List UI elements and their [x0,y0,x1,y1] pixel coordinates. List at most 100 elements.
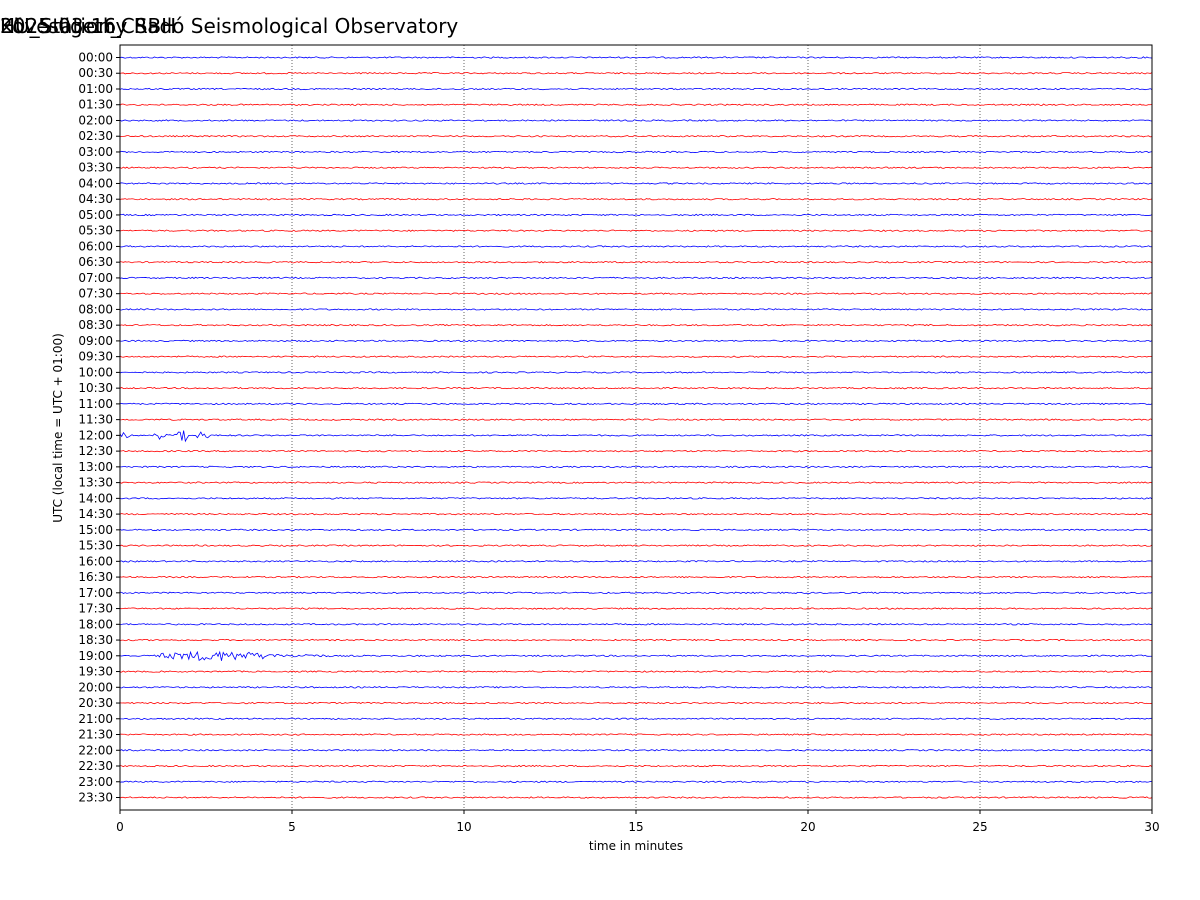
y-tick-label: 20:00 [78,680,113,694]
y-tick-label: 05:30 [78,224,113,238]
trace-1130 [119,418,1153,421]
trace-2100 [119,717,1153,720]
observatory-title: Kövesligethy Radó Seismological Observat… [0,14,459,38]
trace-1900 [119,650,1153,661]
y-tick-label: 13:00 [78,460,113,474]
trace-1100 [119,402,1153,406]
trace-1530 [119,544,1153,547]
trace-1700 [119,591,1153,595]
trace-2030 [119,701,1153,705]
trace-1500 [119,528,1153,532]
trace-2300 [119,780,1153,783]
y-tick-label: 18:00 [78,617,113,631]
trace-0900 [119,339,1153,343]
y-tick-label: 22:00 [78,743,113,757]
trace-2330 [119,796,1153,799]
trace-0030 [119,72,1153,75]
x-axis-label: time in minutes [589,839,683,853]
y-axis-label: UTC (local time = UTC + 01:00) [51,333,65,523]
y-tick-label: 16:30 [78,570,113,584]
trace-0530 [119,229,1153,232]
y-tick-label: 05:00 [78,208,113,222]
station-label: HU_Station_CSBH [0,14,177,38]
trace-0400 [119,182,1153,185]
y-tick-label: 14:30 [78,507,113,521]
y-tick-label: 03:00 [78,145,113,159]
y-tick-label: 07:30 [78,287,113,301]
trace-0200 [119,119,1153,122]
trace-1430 [119,512,1153,516]
y-tick-label: 13:30 [78,476,113,490]
y-tick-label: 04:30 [78,192,113,206]
x-axis-ticks: 0 5 10 15 20 25 30 [116,810,1160,834]
y-tick-label: 22:30 [78,759,113,773]
trace-1630 [119,575,1153,579]
y-tick-label: 15:00 [78,523,113,537]
x-tick-label: 0 [116,820,124,834]
trace-0630 [119,261,1153,264]
trace-0130 [119,103,1153,106]
y-tick-label: 02:00 [78,113,113,127]
y-tick-label: 06:00 [78,239,113,253]
y-tick-label: 19:30 [78,665,113,679]
y-tick-label: 12:00 [78,428,113,442]
trace-1800 [120,623,1153,626]
trace-1400 [119,497,1153,500]
trace-1030 [119,386,1153,390]
trace-0730 [119,292,1153,295]
y-tick-label: 08:30 [78,318,113,332]
y-tick-label: 07:00 [78,271,113,285]
trace-2130 [119,733,1153,736]
trace-1000 [119,371,1153,374]
y-tick-label: 15:30 [78,539,113,553]
trace-0000 [119,56,1153,59]
y-tick-label: 12:30 [78,444,113,458]
trace-0600 [119,245,1153,248]
date-label: 2025-03-16 [0,14,117,38]
y-tick-label: 09:00 [78,334,113,348]
trace-1600 [119,560,1153,563]
x-tick-label: 5 [288,820,296,834]
trace-0800 [119,308,1153,311]
grid-lines [291,45,981,810]
x-tick-label: 15 [628,820,643,834]
trace-0700 [119,276,1153,280]
trace-2230 [119,764,1153,768]
trace-1830 [119,638,1153,642]
y-tick-label: 11:00 [78,397,113,411]
trace-1730 [119,607,1153,610]
y-tick-label: 14:00 [78,491,113,505]
y-tick-label: 21:30 [78,728,113,742]
trace-1930 [119,670,1153,673]
y-tick-label: 11:30 [78,413,113,427]
seismic-traces [119,56,1153,799]
y-tick-label: 10:00 [78,365,113,379]
trace-1200 [119,430,1153,443]
y-tick-label: 06:30 [78,255,113,269]
y-tick-label: 19:00 [78,649,113,663]
y-tick-label: 10:30 [78,381,113,395]
y-tick-label: 23:00 [78,775,113,789]
trace-2000 [119,686,1153,689]
x-tick-label: 25 [972,820,987,834]
y-tick-label: 03:30 [78,161,113,175]
trace-2200 [119,749,1153,752]
y-tick-label: 16:00 [78,554,113,568]
trace-1230 [119,449,1153,453]
y-tick-label: 04:00 [78,176,113,190]
x-tick-label: 20 [800,820,815,834]
trace-0330 [119,166,1153,169]
y-tick-label: 09:30 [78,350,113,364]
y-tick-label: 02:30 [78,129,113,143]
trace-0300 [119,150,1153,154]
trace-0830 [119,323,1153,327]
x-tick-label: 30 [1144,820,1159,834]
trace-0500 [119,213,1153,217]
y-tick-label: 00:00 [78,51,113,65]
y-tick-label: 17:30 [78,602,113,616]
y-tick-label: 17:00 [78,586,113,600]
trace-0230 [119,135,1153,138]
y-tick-label: 21:00 [78,712,113,726]
